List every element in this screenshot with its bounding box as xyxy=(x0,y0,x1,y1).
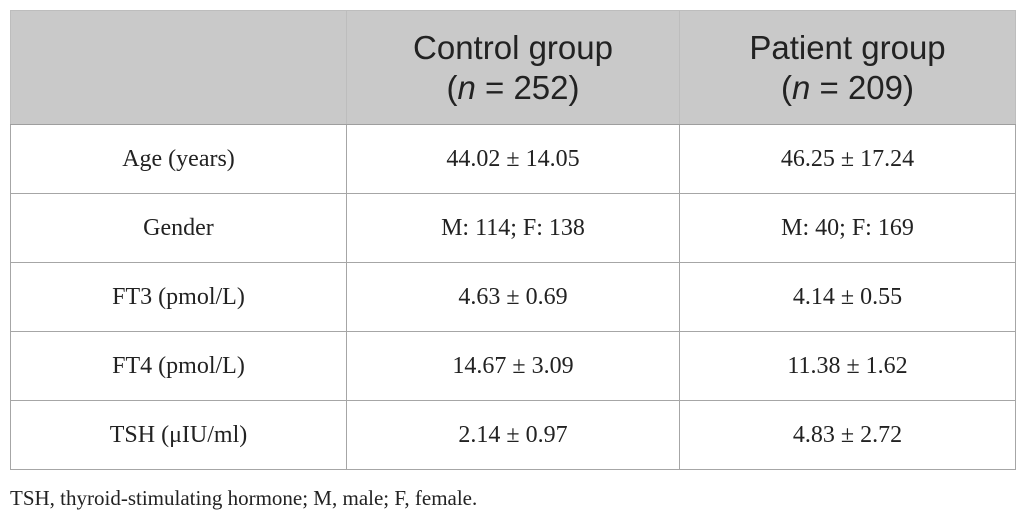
patient-value: 4.83 ± 2.72 xyxy=(679,400,1016,470)
table-row: TSH (μIU/ml) 2.14 ± 0.97 4.83 ± 2.72 xyxy=(10,400,1016,470)
row-label: Age (years) xyxy=(10,124,347,194)
table-footnote: TSH, thyroid-stimulating hormone; M, mal… xyxy=(10,486,478,510)
header-row: Control group (n = 252) Patient group (n… xyxy=(10,10,1016,125)
header-patient-n-value: = 209) xyxy=(810,68,915,106)
table-row: FT4 (pmol/L) 14.67 ± 3.09 11.38 ± 1.62 xyxy=(10,331,1016,401)
row-label: FT4 (pmol/L) xyxy=(10,331,347,401)
header-patient-count: (n = 209) xyxy=(780,68,915,106)
control-value: 44.02 ± 14.05 xyxy=(346,124,680,194)
row-label: TSH (μIU/ml) xyxy=(10,400,347,470)
header-control-group: Control group (n = 252) xyxy=(346,10,680,125)
demographics-table: Control group (n = 252) Patient group (n… xyxy=(10,10,1016,470)
patient-value: 46.25 ± 17.24 xyxy=(679,124,1016,194)
patient-value: 4.14 ± 0.55 xyxy=(679,262,1016,332)
control-value: 14.67 ± 3.09 xyxy=(346,331,680,401)
header-control-n-value: = 252) xyxy=(475,68,580,106)
header-empty-cell xyxy=(10,10,347,125)
table-row: Gender M: 114; F: 138 M: 40; F: 169 xyxy=(10,193,1016,263)
header-control-title: Control group xyxy=(413,28,613,66)
header-control-count: (n = 252) xyxy=(446,68,580,106)
table-body: Age (years) 44.02 ± 14.05 46.25 ± 17.24 … xyxy=(10,124,1016,470)
control-value: 2.14 ± 0.97 xyxy=(346,400,680,470)
patient-value: M: 40; F: 169 xyxy=(679,193,1016,263)
header-patient-n: n xyxy=(791,68,811,106)
header-patient-title: Patient group xyxy=(749,28,946,66)
table-header: Control group (n = 252) Patient group (n… xyxy=(10,10,1016,125)
control-value: M: 114; F: 138 xyxy=(346,193,680,263)
header-control-n: n xyxy=(457,68,476,106)
table-row: Age (years) 44.02 ± 14.05 46.25 ± 17.24 xyxy=(10,124,1016,194)
demographics-table-container: Control group (n = 252) Patient group (n… xyxy=(10,10,1016,470)
patient-value: 11.38 ± 1.62 xyxy=(679,331,1016,401)
header-patient-group: Patient group (n = 209) xyxy=(679,10,1016,125)
table-row: FT3 (pmol/L) 4.63 ± 0.69 4.14 ± 0.55 xyxy=(10,262,1016,332)
control-value: 4.63 ± 0.69 xyxy=(346,262,680,332)
row-label: FT3 (pmol/L) xyxy=(10,262,347,332)
row-label: Gender xyxy=(10,193,347,263)
